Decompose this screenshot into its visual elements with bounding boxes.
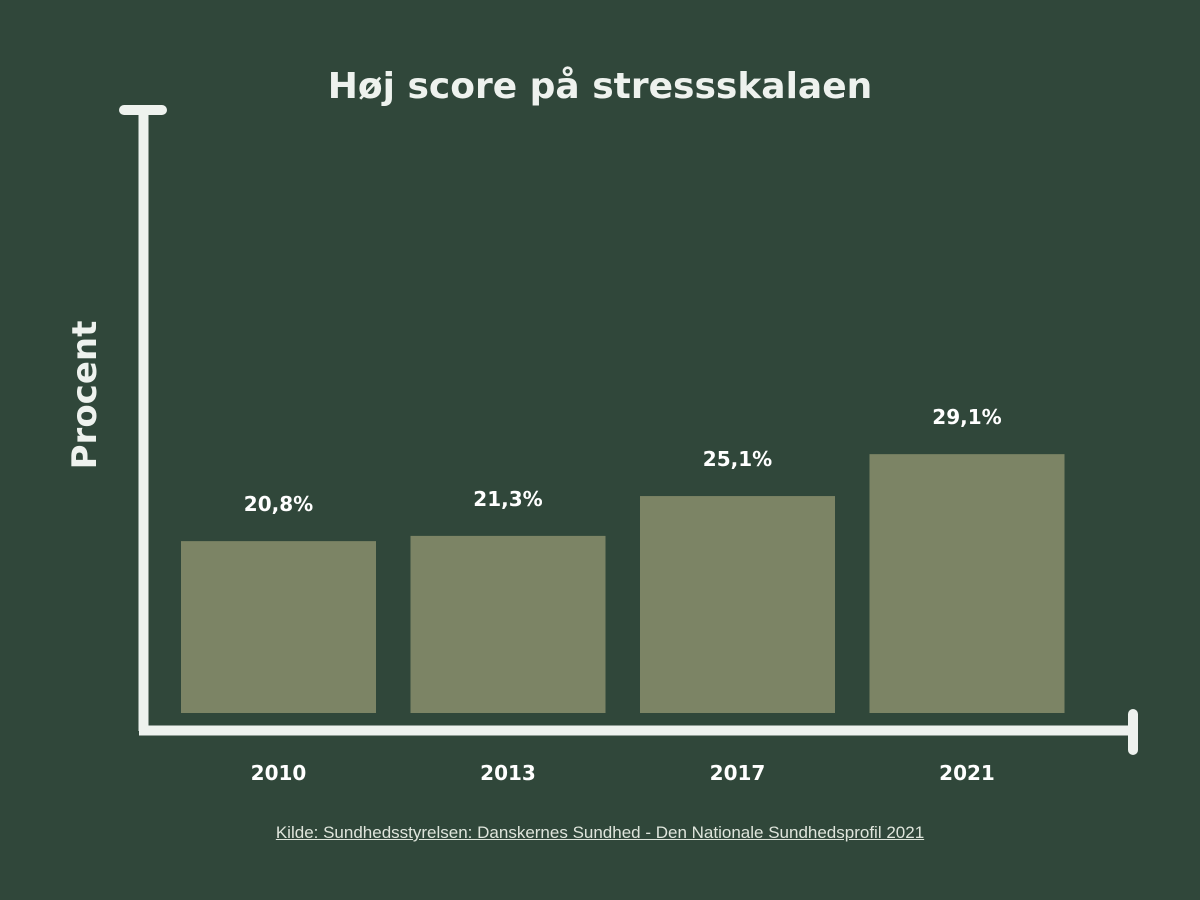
data-label: 25,1% <box>703 447 772 471</box>
bar-2010 <box>181 541 376 713</box>
x-tick-label: 2017 <box>710 761 766 785</box>
chart-title: Høj score på stressskalaen <box>327 66 873 107</box>
x-tick-label: 2013 <box>480 761 536 785</box>
bar-2013 <box>410 535 606 713</box>
x-tick-label: 2021 <box>939 761 995 785</box>
data-label: 21,3% <box>473 487 542 511</box>
x-tick-label: 2010 <box>251 761 307 785</box>
data-label: 29,1% <box>932 405 1001 429</box>
bar-2021 <box>869 454 1065 713</box>
bar-2017 <box>640 496 835 713</box>
data-label: 20,8% <box>244 492 313 516</box>
source-link[interactable]: Kilde: Sundhedsstyrelsen: Danskernes Sun… <box>275 823 925 842</box>
